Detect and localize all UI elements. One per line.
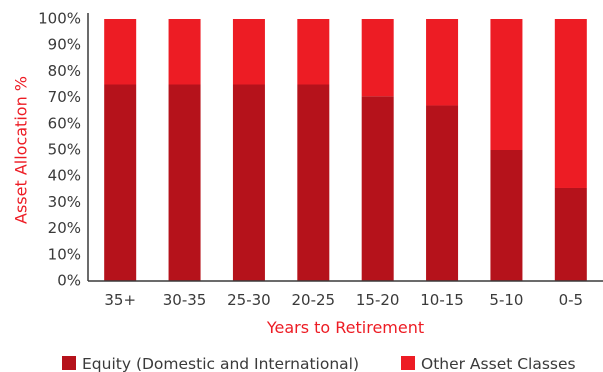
y-tick-label: 70% xyxy=(48,88,81,106)
y-tick-label: 50% xyxy=(48,141,81,159)
bar-segment xyxy=(490,19,523,150)
y-tick-label: 20% xyxy=(48,219,81,237)
legend-swatch xyxy=(401,356,415,370)
y-tick-label: 100% xyxy=(38,10,81,28)
bar-segment xyxy=(297,19,330,85)
legend: Equity (Domestic and International) Other… xyxy=(62,355,576,372)
bar-segment xyxy=(168,84,201,281)
legend-label: Equity (Domestic and International) xyxy=(82,355,359,372)
y-axis-title-group: Asset Allocation % xyxy=(12,76,31,224)
bar-segment xyxy=(104,84,137,281)
legend-swatch xyxy=(62,356,76,370)
bar-segment xyxy=(426,105,459,282)
bar-segment xyxy=(554,19,587,188)
bar-segment xyxy=(554,187,587,281)
x-tick-label: 20-25 xyxy=(292,291,336,309)
bar-segment xyxy=(232,19,265,85)
x-tick-label: 15-20 xyxy=(356,291,400,309)
legend-label: Other Asset Classes xyxy=(421,355,576,372)
y-tick-label: 10% xyxy=(48,245,81,263)
x-tick-label: 25-30 xyxy=(227,291,271,309)
y-tick-label: 40% xyxy=(48,167,81,185)
x-axis-title: Years to Retirement xyxy=(266,318,424,337)
bar-segment xyxy=(297,84,330,281)
y-axis-ticks: 0% 10% 20% 30% 40% 50% 60% 70% 80% 90% 100% xyxy=(38,10,81,290)
bar-segment xyxy=(232,84,265,281)
x-tick-label: 30-35 xyxy=(163,291,207,309)
bar-segment xyxy=(104,19,137,85)
bar-segment xyxy=(490,150,523,281)
y-tick-label: 90% xyxy=(48,36,81,54)
x-axis-ticks: 35+ 30-35 25-30 20-25 15-20 10-15 5-10 0-5 xyxy=(104,291,583,309)
y-tick-label: 0% xyxy=(57,272,81,290)
x-tick-label: 5-10 xyxy=(489,291,523,309)
bar-segment xyxy=(168,19,201,85)
y-tick-label: 60% xyxy=(48,114,81,132)
y-tick-label: 80% xyxy=(48,62,81,80)
y-axis-title: Asset Allocation % xyxy=(12,76,31,224)
x-tick-label: 0-5 xyxy=(559,291,584,309)
bar-segment xyxy=(361,19,394,97)
bar-segment xyxy=(361,96,394,281)
y-tick-label: 30% xyxy=(48,193,81,211)
bar-segment xyxy=(426,19,459,106)
x-tick-label: 35+ xyxy=(104,291,136,309)
x-tick-label: 10-15 xyxy=(420,291,464,309)
bars xyxy=(104,19,587,282)
